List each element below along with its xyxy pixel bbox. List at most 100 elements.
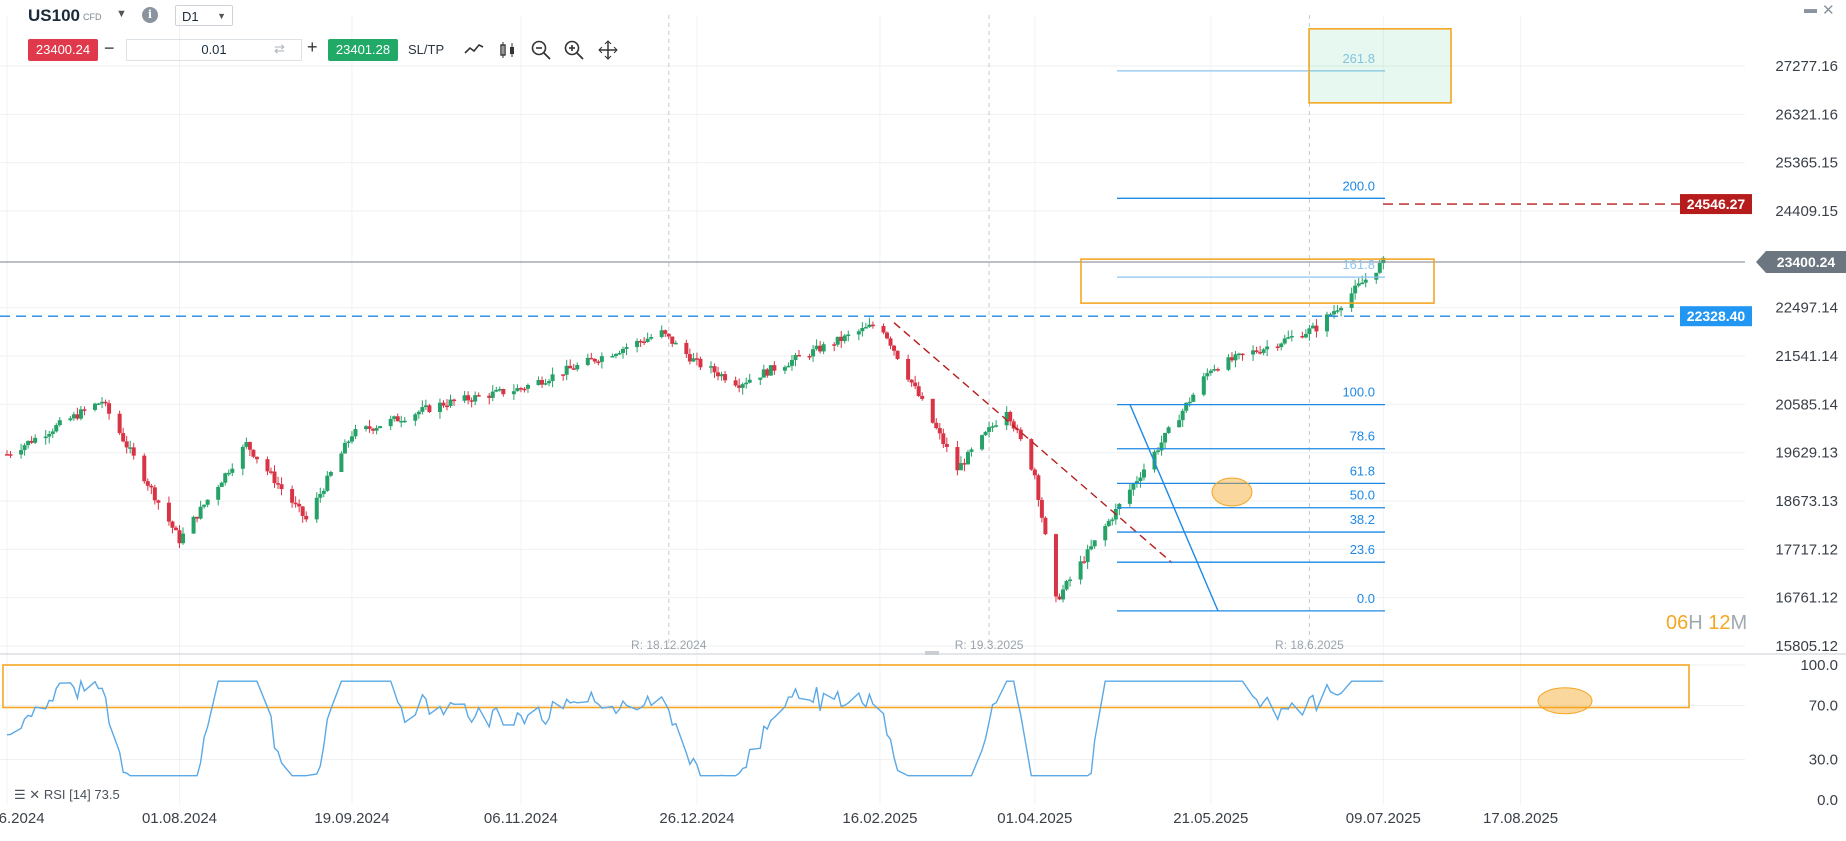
symbol-name[interactable]: US100: [28, 6, 80, 25]
price-axis-label: 20585.14: [1775, 396, 1838, 413]
minimize-icon[interactable]: ▬: [1804, 1, 1817, 16]
swap-icon[interactable]: ⇄: [274, 41, 285, 56]
candle-body: [1163, 432, 1168, 443]
volume-decrease-button[interactable]: −: [104, 38, 115, 58]
candle-body: [71, 414, 76, 419]
candle-body: [1078, 561, 1083, 580]
candle-body: [269, 471, 273, 473]
trade-toolbar: 23400.24 − 0.01 ⇄ + 23401.28 SL/TP: [0, 36, 700, 64]
rsi-indicator-label[interactable]: ☰ ✕ RSI [14] 73.5: [14, 787, 120, 803]
candle-body: [494, 389, 499, 392]
candle-body: [930, 398, 935, 423]
crosshair-move-icon[interactable]: [597, 39, 619, 61]
price-axis-label: 25365.15: [1775, 155, 1838, 172]
candle-body: [117, 413, 122, 434]
candle-body: [782, 367, 787, 371]
candle-body: [392, 416, 397, 419]
candle-body: [670, 336, 675, 344]
candle-body: [374, 428, 379, 431]
remove-indicator-icon[interactable]: ✕: [29, 787, 41, 802]
zoom-out-icon[interactable]: [530, 39, 552, 61]
candle-body: [839, 336, 844, 342]
candle-body: [1258, 352, 1263, 354]
timer-hours: 06: [1666, 612, 1689, 634]
candle-body: [8, 454, 13, 456]
target-price-tag-bg: [1680, 194, 1752, 215]
info-icon[interactable]: i: [142, 7, 158, 23]
candle-body: [1187, 401, 1192, 404]
candle-body: [1138, 477, 1143, 482]
timeframe-select[interactable]: D1 ▼: [175, 5, 233, 26]
candle-body: [469, 400, 474, 402]
candle-body: [1314, 325, 1319, 332]
sltp-button[interactable]: SL/TP: [408, 42, 445, 57]
candle-body: [642, 341, 647, 343]
candle-body: [955, 447, 960, 471]
candle-body: [786, 365, 791, 368]
candle-body: [994, 425, 999, 427]
extension-zone-box: [1080, 258, 1435, 304]
symbol-dropdown-icon[interactable]: ▼: [116, 8, 127, 20]
candle-body: [980, 435, 985, 450]
symbol-type: CFD: [83, 12, 102, 22]
candle-body: [240, 446, 245, 469]
candle-body: [205, 499, 210, 505]
candle-body: [709, 366, 713, 368]
line-chart-icon[interactable]: [463, 39, 485, 61]
rsi-axis-label: 0.0: [1817, 792, 1838, 809]
candle-body: [1018, 429, 1023, 440]
volume-increase-button[interactable]: +: [307, 37, 318, 57]
candle-body: [1180, 410, 1185, 421]
volume-input[interactable]: 0.01: [126, 39, 302, 61]
candle-body: [687, 354, 692, 362]
candle-body: [895, 350, 900, 359]
candle-body: [698, 358, 703, 368]
candle-body: [1275, 346, 1280, 348]
candle-body: [149, 485, 154, 488]
candle-body: [1029, 439, 1034, 470]
candle-body: [789, 360, 794, 366]
rsi-highlight: [1537, 687, 1593, 715]
candle-body: [564, 365, 569, 375]
candle-body: [367, 426, 372, 429]
candle-body: [293, 502, 298, 505]
candle-body: [937, 428, 942, 434]
candle-body: [276, 483, 281, 485]
candle-body: [1377, 263, 1382, 273]
candle-body: [1008, 411, 1013, 422]
candle-body: [5, 454, 9, 456]
candle-body: [1328, 314, 1333, 316]
candle-body: [540, 379, 545, 385]
candle-body: [328, 471, 333, 476]
candle-body: [761, 369, 766, 378]
candle-body: [856, 331, 861, 335]
timer-hours-unit: H: [1688, 612, 1703, 634]
candle-body: [621, 348, 625, 354]
price-axis-label: 15805.12: [1775, 638, 1838, 655]
candle-body: [416, 411, 421, 415]
buy-button[interactable]: 23401.28: [328, 39, 398, 61]
fib-level-label: 50.0: [1350, 488, 1375, 503]
fib-level-label: 0.0: [1357, 591, 1375, 606]
indicator-list-icon[interactable]: ☰: [14, 787, 26, 802]
zoom-in-icon[interactable]: [563, 39, 585, 61]
candle-body: [1335, 310, 1340, 312]
candle-body: [1237, 353, 1241, 356]
fib-level-label: 100.0: [1342, 385, 1375, 400]
candle-body: [445, 405, 449, 408]
sell-button[interactable]: 23400.24: [28, 39, 98, 61]
candle-body: [43, 436, 48, 439]
close-icon[interactable]: ✕: [1822, 2, 1835, 19]
candle-body: [230, 468, 235, 473]
candle-body: [96, 403, 101, 405]
candle-body: [1177, 420, 1182, 428]
candle-body: [944, 443, 949, 448]
candle-body: [304, 515, 309, 520]
price-axis-label: 24409.15: [1775, 203, 1838, 220]
candlestick-icon[interactable]: [497, 39, 519, 61]
candle-body: [934, 422, 939, 429]
candle-body: [673, 342, 678, 345]
candle-body: [448, 399, 453, 406]
candle-body: [1254, 350, 1259, 353]
